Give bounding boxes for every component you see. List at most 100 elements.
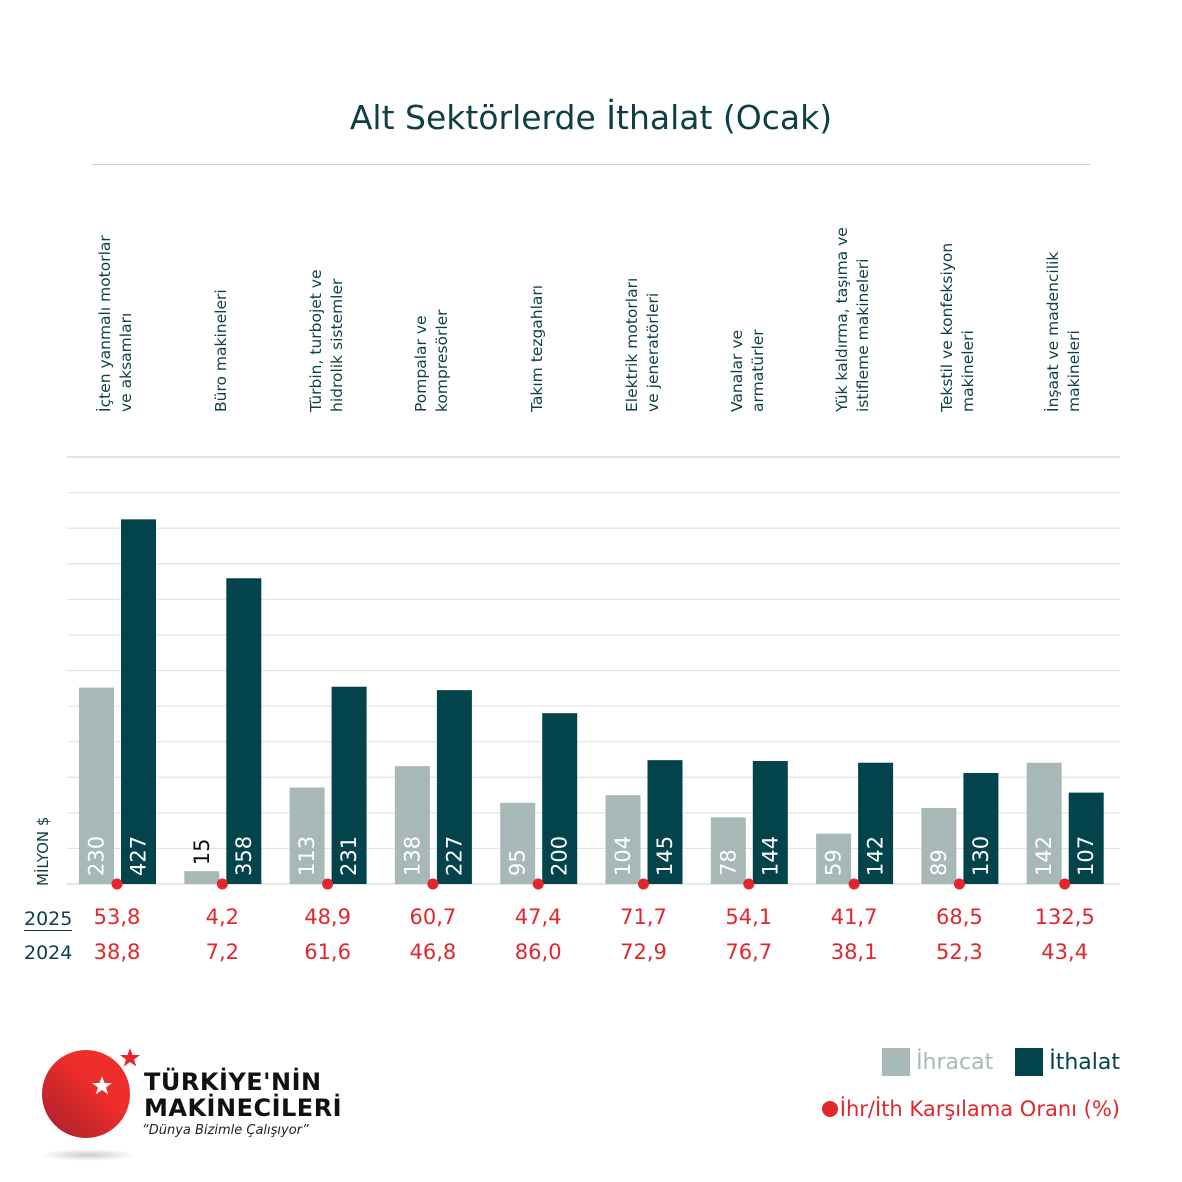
bar-ithalat — [752, 761, 788, 884]
bar-value-label: 113 — [295, 836, 319, 876]
ratio-value-2024: 61,6 — [304, 940, 351, 964]
ratio-value-2024: 86,0 — [514, 940, 562, 964]
bar-ithalat — [963, 772, 999, 884]
bar-value-label: 107 — [1074, 836, 1098, 876]
category-label-line: kompresörler — [432, 309, 451, 412]
bar-value-label: 142 — [1032, 836, 1056, 876]
bar-ithalat — [226, 578, 262, 884]
ratio-value-2024: 76,7 — [725, 940, 773, 964]
bar-value-label: 104 — [611, 836, 635, 876]
bar-ihracat — [394, 766, 430, 884]
ratio-value-2025: 60,7 — [409, 905, 457, 929]
bar-value-label: 145 — [653, 836, 677, 876]
category-label: İçten yanmalı motorlar ve aksamları — [95, 235, 137, 412]
year-label-2025: 2025 — [24, 908, 73, 931]
category-label-line: istifleme makineleri — [854, 258, 873, 412]
bar-value-label: 230 — [85, 836, 109, 876]
ratio-dot — [322, 878, 334, 890]
bar-ithalat — [121, 519, 156, 884]
category-label-line: Vanalar ve — [727, 329, 746, 412]
category-label-line: ve jeneratörleri — [643, 292, 662, 412]
category-label-line: hidrolik sistemler — [327, 278, 346, 412]
bar-value-label: 142 — [864, 836, 888, 876]
category-label: Yük kaldırma, taşıma ve istifleme makinel… — [832, 227, 874, 412]
bar-value-label: 200 — [548, 836, 572, 876]
bar-ithalat — [331, 686, 367, 884]
legend: İhracat İthalat — [882, 1048, 1120, 1076]
logo-slogan: “Dünya Bizimle Çalışıyor” — [142, 1123, 309, 1138]
y-axis-label: MİLYON $ — [34, 816, 52, 886]
ratio-dot — [638, 878, 649, 890]
category-label-line: Pompalar ve — [411, 315, 430, 412]
ratio-value-2025: 132,5 — [1034, 905, 1095, 929]
ratio-dot — [743, 878, 755, 890]
bar-value-label: 15 — [190, 838, 214, 865]
bar-value-label: 358 — [232, 836, 256, 876]
legend-label-ithalat: İthalat — [1049, 1049, 1120, 1075]
legend-swatch-ihracat — [882, 1048, 911, 1076]
ratio-value-2024: 72,9 — [620, 940, 667, 964]
legend-swatch-ithalat — [1015, 1048, 1044, 1076]
ratio-dot — [848, 878, 860, 890]
category-label-line: İnşaat ve madencilik — [1043, 251, 1062, 412]
bar-value-label: 95 — [506, 849, 530, 876]
category-label: Elektrik motorları ve jeneratörleri — [622, 278, 664, 412]
bar-value-label: 427 — [127, 836, 151, 876]
ratio-dot — [216, 878, 228, 890]
ratio-dot — [1059, 878, 1071, 890]
bar-ithalat — [436, 690, 472, 884]
bar-ihracat — [816, 833, 852, 884]
ratio-value-2024: 7,2 — [205, 940, 239, 964]
bar-ihracat — [605, 795, 641, 884]
chart-title: Alt Sektörlerde İthalat (Ocak) — [349, 98, 833, 137]
category-label-line: Yük kaldırma, taşıma ve — [833, 227, 852, 412]
category-label: Türbin, turbojet ve hidrolik sistemler — [306, 269, 348, 412]
bar-ithalat — [1068, 792, 1104, 884]
ratio-dot — [111, 878, 123, 890]
category-label-line: Takım tezgahları — [528, 284, 547, 412]
bar-value-label: 130 — [969, 836, 993, 876]
year-label-2024: 2024 — [24, 942, 73, 964]
bar-ihracat — [710, 817, 746, 884]
category-label-line: makineleri — [1064, 330, 1083, 412]
category-label: İnşaat ve madencilik makineleri — [1043, 252, 1085, 412]
category-label: Pompalar ve kompresörler — [411, 309, 453, 412]
ratio-value-2025: 48,9 — [304, 905, 351, 929]
ratio-value-2025: 47,4 — [514, 905, 562, 929]
bar-ithalat — [858, 762, 894, 884]
category-label-line: Büro makineleri — [212, 289, 231, 412]
logo-line1: TÜRKİYE'NİN — [144, 1068, 322, 1096]
category-label-line: İçten yanmalı motorlar — [96, 235, 114, 412]
ratio-value-2025: 4,2 — [205, 905, 239, 929]
ratio-dot — [953, 878, 965, 890]
ratio-value-2025: 53,8 — [93, 905, 141, 929]
bar-ithalat — [647, 760, 683, 884]
ratio-dot — [532, 878, 544, 890]
ratio-value-2024: 52,3 — [936, 940, 983, 964]
bar-ihracat — [1026, 762, 1062, 884]
ratio-value-2025: 41,7 — [830, 905, 878, 929]
ratio-value-2024: 43,4 — [1041, 940, 1089, 964]
bar-ihracat — [500, 802, 536, 884]
bar-value-label: 227 — [442, 836, 466, 876]
bar-ihracat — [184, 871, 220, 884]
category-label: Büro makineleri — [211, 289, 232, 412]
bar-ihracat — [289, 787, 325, 884]
category-label-line: Türbin, turbojet ve — [306, 269, 325, 412]
category-label-line: armatürler — [748, 329, 767, 412]
bar-ihracat — [921, 807, 957, 884]
category-label: Takım tezgahları — [527, 285, 548, 412]
ratio-value-2025: 71,7 — [620, 905, 667, 929]
bar-ihracat — [79, 687, 114, 884]
bar-ithalat — [542, 713, 578, 884]
ratio-dot — [427, 878, 439, 890]
ratio-value-2024: 46,8 — [409, 940, 457, 964]
category-label-line: Tekstil ve konfeksiyon — [938, 242, 957, 412]
legend-label-ihracat: İhracat — [916, 1049, 994, 1075]
logo-icon — [40, 1048, 140, 1161]
logo-line2: MAKİNECİLERİ — [144, 1094, 343, 1122]
ratio-value-2025: 68,5 — [936, 905, 983, 929]
category-label-line: ve aksamları — [117, 312, 135, 412]
category-label-line: Elektrik motorları — [622, 277, 641, 412]
